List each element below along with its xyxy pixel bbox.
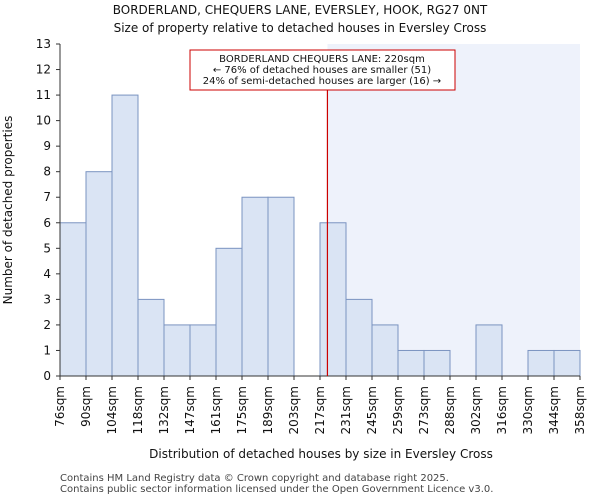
- y-tick-label-10: 10: [36, 114, 51, 128]
- y-tick-label-9: 9: [43, 139, 51, 153]
- x-tick-label-302sqm: 302sqm: [469, 386, 483, 434]
- x-tick-label-358sqm: 358sqm: [573, 386, 587, 434]
- bar-259sqm: [397, 349, 425, 377]
- x-tick-label-104sqm: 104sqm: [105, 386, 119, 434]
- y-tick-label-8: 8: [43, 165, 51, 179]
- annotation-line2: ← 76% of detached houses are smaller (51…: [213, 65, 431, 76]
- x-tick-label-259sqm: 259sqm: [391, 386, 405, 434]
- bar-273sqm: [423, 349, 451, 377]
- bar-189sqm: [267, 196, 295, 377]
- bar-344sqm: [553, 349, 581, 377]
- y-axis-label: Number of detached properties: [1, 116, 15, 305]
- bar-302sqm: [475, 324, 503, 377]
- x-tick-label-316sqm: 316sqm: [495, 386, 509, 434]
- y-tick-label-13: 13: [36, 37, 51, 51]
- y-tick-label-12: 12: [36, 63, 51, 77]
- x-tick-label-161sqm: 161sqm: [209, 386, 223, 434]
- annotation-box: BORDERLAND CHEQUERS LANE: 220sqm ← 76% o…: [189, 49, 456, 91]
- x-tick-label-245sqm: 245sqm: [365, 386, 379, 434]
- bar-217sqm: [319, 222, 347, 377]
- x-tick-label-288sqm: 288sqm: [443, 386, 457, 434]
- x-tick-label-175sqm: 175sqm: [235, 386, 249, 434]
- x-tick-label-132sqm: 132sqm: [157, 386, 171, 434]
- y-tick-label-11: 11: [36, 88, 51, 102]
- y-tick-label-7: 7: [43, 190, 51, 204]
- annotation-line1: BORDERLAND CHEQUERS LANE: 220sqm: [219, 54, 425, 65]
- bar-175sqm: [241, 196, 269, 377]
- y-tick-label-5: 5: [43, 241, 51, 255]
- bar-90sqm: [85, 171, 113, 377]
- y-tick-label-2: 2: [43, 318, 51, 332]
- x-tick-label-118sqm: 118sqm: [131, 386, 145, 434]
- x-tick-label-76sqm: 76sqm: [53, 386, 67, 427]
- x-tick-label-217sqm: 217sqm: [313, 386, 327, 434]
- y-tick-label-6: 6: [43, 216, 51, 230]
- chart-title: BORDERLAND, CHEQUERS LANE, EVERSLEY, HOO…: [113, 3, 488, 17]
- x-tick-label-203sqm: 203sqm: [287, 386, 301, 434]
- bar-231sqm: [345, 298, 373, 377]
- footer-line1: Contains HM Land Registry data © Crown c…: [60, 473, 449, 484]
- y-tick-label-0: 0: [43, 369, 51, 383]
- y-tick-label-4: 4: [43, 267, 51, 281]
- annotation-line3: 24% of semi-detached houses are larger (…: [203, 76, 441, 87]
- bar-161sqm: [215, 247, 243, 377]
- bar-76sqm: [59, 222, 87, 377]
- x-tick-label-273sqm: 273sqm: [417, 386, 431, 434]
- bar-118sqm: [137, 298, 165, 377]
- x-tick-label-90sqm: 90sqm: [79, 386, 93, 427]
- y-tick-label-3: 3: [43, 292, 51, 306]
- x-tick-label-189sqm: 189sqm: [261, 386, 275, 434]
- bar-104sqm: [111, 94, 139, 377]
- x-tick-label-231sqm: 231sqm: [339, 386, 353, 434]
- x-axis-label: Distribution of detached houses by size …: [149, 447, 493, 461]
- x-tick-label-147sqm: 147sqm: [183, 386, 197, 434]
- annotation-rect: [189, 49, 456, 91]
- x-tick-label-344sqm: 344sqm: [547, 386, 561, 434]
- x-tick-label-330sqm: 330sqm: [521, 386, 535, 434]
- footer-line2: Contains public sector information licen…: [60, 484, 494, 495]
- chart-subtitle: Size of property relative to detached ho…: [114, 21, 487, 35]
- bar-132sqm: [163, 324, 191, 377]
- bar-330sqm: [527, 349, 555, 377]
- bar-147sqm: [189, 324, 217, 377]
- bar-245sqm: [371, 324, 399, 377]
- y-tick-label-1: 1: [43, 343, 51, 357]
